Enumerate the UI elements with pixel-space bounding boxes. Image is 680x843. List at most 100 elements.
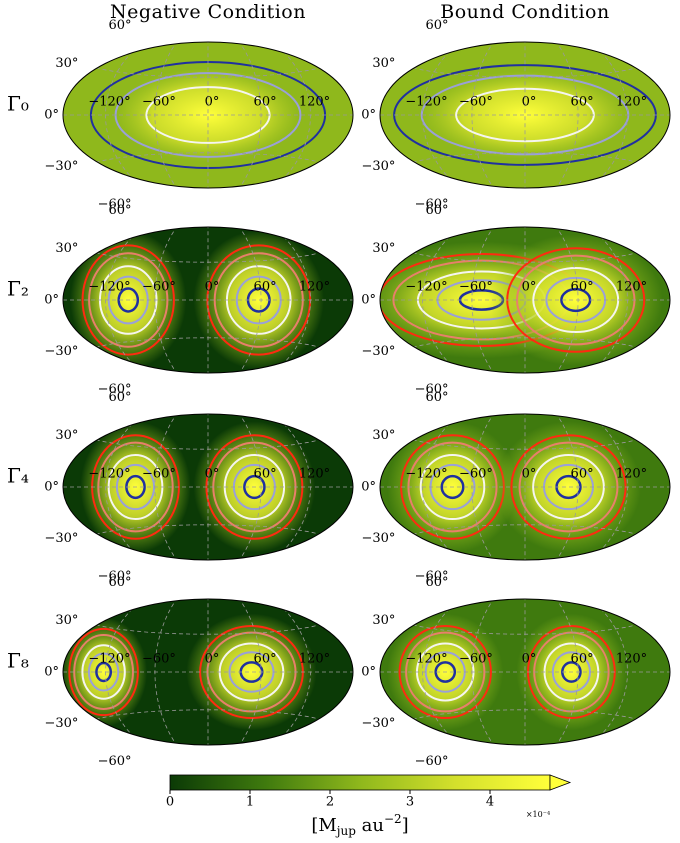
graticule (135, 42, 281, 43)
colorbar-tick-label: 3 (406, 795, 414, 810)
lat-label: 60° (425, 390, 448, 405)
lat-label: 0° (44, 108, 59, 123)
row-label: Γ₀ (7, 92, 29, 116)
map-panel: −120° −60° 0° 60° 120° 60° 30° 0° −30° −60° (361, 203, 671, 397)
lon-label: 0° (205, 95, 220, 110)
lat-label: 60° (108, 18, 131, 33)
lon-label: 120° (299, 280, 330, 295)
colorbar-extend (549, 774, 572, 791)
graticule (154, 414, 209, 560)
lat-label: −30° (44, 159, 78, 174)
row-label: Γ₂ (7, 277, 29, 301)
lon-label: 60° (571, 280, 594, 295)
map-outline (379, 598, 671, 746)
graticule (422, 599, 526, 745)
graticule (135, 559, 281, 560)
colorbar-tick-label: 1 (246, 795, 254, 810)
graticule (207, 599, 311, 745)
map-panel: −120° −60° 0° 60° 120° 60° 30° 0° −30° −60° (44, 390, 354, 584)
lon-label: 0° (522, 280, 537, 295)
graticule (154, 42, 209, 188)
colorbar (169, 774, 551, 791)
lat-label: 30° (55, 428, 78, 443)
graticule (452, 372, 598, 373)
graticule (524, 599, 628, 745)
lon-label: −60° (142, 652, 176, 667)
lon-label: −60° (459, 467, 493, 482)
lat-label: −30° (361, 159, 395, 174)
lon-label: 0° (205, 280, 220, 295)
graticule (422, 42, 526, 188)
colorbar-tick-label: 0 (166, 795, 174, 810)
lon-label: 0° (522, 652, 537, 667)
map-glow (63, 617, 148, 727)
graticule (452, 744, 598, 745)
graticule (207, 414, 262, 560)
lat-label: 30° (55, 613, 78, 628)
lat-label: −30° (44, 344, 78, 359)
lat-label: −60° (415, 754, 449, 769)
lat-label: −60° (98, 754, 132, 769)
colorbar-label-part: jup (335, 824, 356, 838)
lon-label: 120° (299, 652, 330, 667)
lon-label: −120° (88, 467, 130, 482)
map-panel: −120° −60° 0° 60° 120° 60° 30° 0° −30° −60° (44, 575, 354, 769)
row-label: Γ₄ (7, 464, 29, 488)
contour (68, 627, 139, 717)
map-outline (62, 226, 354, 374)
contour (419, 453, 486, 521)
lat-label: 0° (44, 665, 59, 680)
lon-label: −120° (88, 280, 130, 295)
lat-label: 0° (361, 108, 376, 123)
lon-label: 0° (205, 467, 220, 482)
lat-label: −60° (415, 382, 449, 397)
colorbar-label-part: au (356, 815, 384, 836)
graticule (524, 42, 579, 188)
map-glow (496, 421, 641, 553)
graticule (471, 414, 526, 560)
graticule (105, 599, 209, 745)
graticule (135, 227, 281, 228)
graticule (452, 414, 598, 415)
graticule (105, 42, 209, 188)
lon-label: 60° (571, 652, 594, 667)
lat-label: 0° (44, 480, 59, 495)
lat-label: 60° (108, 203, 131, 218)
graticule (524, 414, 579, 560)
graticule (422, 227, 526, 373)
lat-label: −60° (98, 197, 132, 212)
graticule (135, 599, 281, 600)
lon-label: 60° (254, 652, 277, 667)
map-outline (62, 598, 354, 746)
lat-label: 0° (361, 480, 376, 495)
lon-label: −120° (88, 95, 130, 110)
lat-label: −60° (98, 569, 132, 584)
lon-label: 0° (522, 467, 537, 482)
map-fill (63, 414, 353, 560)
contour (117, 287, 140, 313)
graticule (524, 599, 579, 745)
lon-label: 60° (571, 467, 594, 482)
map-glow (186, 613, 317, 731)
map-outline (379, 413, 671, 561)
graticule (452, 42, 598, 43)
map-fill (380, 42, 670, 188)
row-label: Γ₈ (7, 649, 29, 673)
graticule (105, 414, 209, 560)
map-outline (62, 413, 354, 561)
lat-label: 30° (55, 56, 78, 71)
lon-label: 60° (254, 467, 277, 482)
graticule (471, 599, 526, 745)
lon-label: 120° (616, 467, 647, 482)
lat-label: 30° (372, 613, 395, 628)
lon-label: 120° (616, 652, 647, 667)
graticule (207, 414, 311, 560)
lon-label: 0° (205, 652, 220, 667)
lat-label: 60° (108, 390, 131, 405)
graticule (135, 744, 281, 745)
map-panel: −120° −60° 0° 60° 120° 60° 30° 0° −30° −60° (44, 203, 354, 397)
lat-label: 0° (361, 665, 376, 680)
colorbar-scale: ×10⁻⁴ (526, 810, 550, 819)
lon-label: 60° (571, 95, 594, 110)
